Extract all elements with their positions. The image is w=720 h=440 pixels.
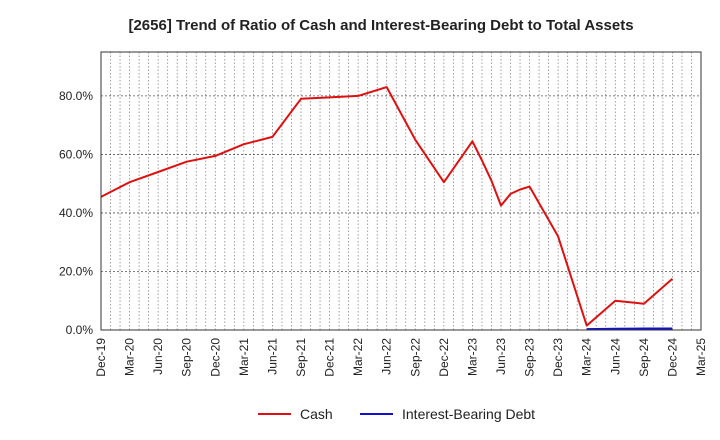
x-tick-labels: Dec-19 Mar-20 Jun-20 Sep-20 Dec-20 Mar-21 Jun-… <box>94 338 708 377</box>
grid <box>100 52 702 331</box>
x-tick-label: Mar-25 <box>694 338 708 376</box>
x-tick-label: Sep-21 <box>294 338 308 377</box>
legend: Cash Interest-Bearing Debt <box>258 406 535 422</box>
x-tick-label: Dec-20 <box>208 338 222 377</box>
x-tick-label: Sep-24 <box>637 338 651 377</box>
x-tick-label: Dec-24 <box>665 338 679 377</box>
x-tick-label: Sep-20 <box>180 338 194 377</box>
x-tick-label: Sep-22 <box>408 338 422 377</box>
y-tick-label: 20.0% <box>59 264 93 278</box>
y-tick-label: 0.0% <box>66 323 94 337</box>
series-lines <box>100 86 674 331</box>
legend-label-cash: Cash <box>300 406 333 422</box>
x-tick-label: Sep-23 <box>523 338 537 377</box>
y-tick-label: 80.0% <box>59 89 93 103</box>
x-tick-label: Mar-21 <box>237 338 251 376</box>
x-tick-label: Dec-22 <box>437 338 451 377</box>
x-tick-label: Dec-23 <box>551 338 565 377</box>
x-tick-label: Jun-24 <box>608 338 622 375</box>
x-tick-label: Mar-22 <box>351 338 365 376</box>
x-tick-label: Jun-20 <box>151 338 165 375</box>
chart-title: [2656] Trend of Ratio of Cash and Intere… <box>128 17 633 34</box>
x-tick-label: Mar-23 <box>465 338 479 376</box>
x-tick-label: Jun-22 <box>380 338 394 375</box>
series-line-cash <box>100 86 674 327</box>
y-tick-label: 40.0% <box>59 206 93 220</box>
series-line-interest-bearing-debt <box>586 327 673 331</box>
x-tick-label: Mar-24 <box>580 338 594 376</box>
y-tick-labels: 0.0% 20.0% 40.0% 60.0% 80.0% <box>59 89 93 337</box>
x-tick-label: Jun-23 <box>494 338 508 375</box>
legend-label-interest-bearing-debt: Interest-Bearing Debt <box>402 406 535 422</box>
x-tick-label: Jun-21 <box>265 338 279 375</box>
x-tick-label: Dec-21 <box>323 338 337 377</box>
x-tick-label: Mar-20 <box>123 338 137 376</box>
plot-frame <box>100 51 702 331</box>
x-tick-label: Dec-19 <box>94 338 108 377</box>
vertical-gridlines <box>100 52 702 330</box>
y-tick-label: 60.0% <box>59 147 93 161</box>
